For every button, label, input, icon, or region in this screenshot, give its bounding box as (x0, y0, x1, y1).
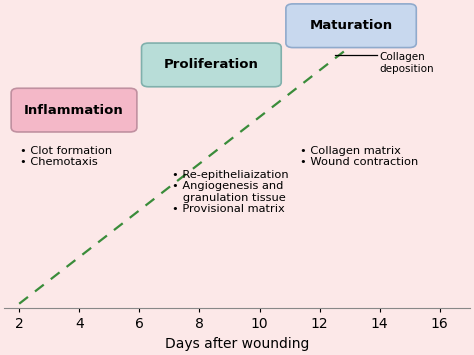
Text: • Clot formation
• Chemotaxis: • Clot formation • Chemotaxis (20, 146, 113, 167)
Text: • Collagen matrix
• Wound contraction: • Collagen matrix • Wound contraction (300, 146, 418, 167)
FancyBboxPatch shape (286, 4, 416, 48)
Text: Maturation: Maturation (310, 19, 392, 32)
X-axis label: Days after wounding: Days after wounding (165, 337, 309, 351)
FancyBboxPatch shape (11, 88, 137, 132)
Text: • Re-epitheliaization
• Angiogenesis and
   granulation tissue
• Provisional mat: • Re-epitheliaization • Angiogenesis and… (172, 170, 289, 214)
Text: Proliferation: Proliferation (164, 59, 259, 71)
Text: Collagen
deposition: Collagen deposition (380, 52, 434, 74)
FancyBboxPatch shape (142, 43, 281, 87)
Text: Inflammation: Inflammation (24, 104, 124, 116)
